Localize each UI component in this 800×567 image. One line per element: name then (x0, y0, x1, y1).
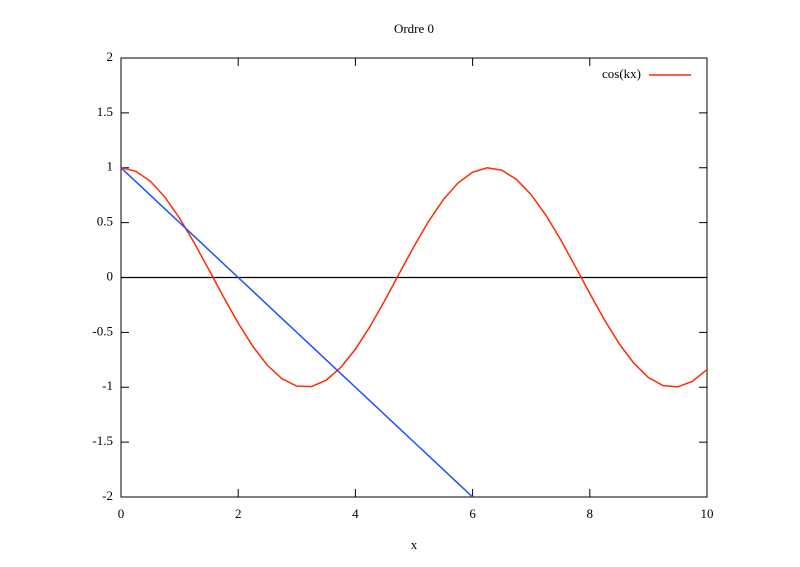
y-tick-label: 0 (107, 268, 114, 283)
y-tick-label: -2 (102, 488, 113, 503)
y-tick-label: 1 (107, 159, 114, 174)
x-tick-label: 6 (469, 506, 476, 521)
x-tick-label: 8 (587, 506, 594, 521)
series-line (120, 166, 708, 388)
y-tick-label: -1.5 (92, 433, 113, 448)
x-axis-label: x (411, 537, 418, 552)
y-tick-label: -0.5 (92, 323, 113, 338)
y-tick-label: 2 (107, 49, 114, 64)
x-tick-label: 0 (118, 506, 125, 521)
y-tick-label: 1.5 (97, 104, 113, 119)
x-tick-label: 10 (701, 506, 714, 521)
y-tick-label: 0.5 (97, 214, 113, 229)
legend-label: cos(kx) (602, 66, 641, 81)
x-tick-label: 4 (352, 506, 359, 521)
chart-title: Ordre 0 (394, 21, 434, 36)
x-tick-label: 2 (235, 506, 242, 521)
series-line (120, 167, 474, 498)
y-tick-label: -1 (102, 378, 113, 393)
